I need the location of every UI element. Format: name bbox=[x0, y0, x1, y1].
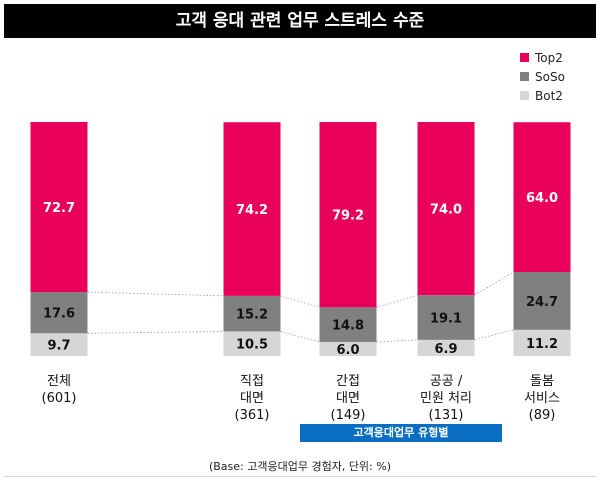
value-label-bot2-1: 10.5 bbox=[236, 338, 268, 353]
value-label-soso-1: 15.2 bbox=[236, 308, 268, 323]
category-label: 대면 bbox=[240, 391, 264, 406]
value-label-soso-4: 24.7 bbox=[526, 295, 558, 310]
category-label: 대면 bbox=[336, 391, 360, 406]
value-label-top2-2: 79.2 bbox=[332, 209, 364, 224]
category-base-label: (89) bbox=[529, 408, 556, 423]
bar-soso-4 bbox=[513, 271, 571, 330]
value-label-bot2-3: 6.9 bbox=[434, 342, 457, 357]
value-label-soso-2: 14.8 bbox=[332, 319, 364, 334]
category-label: 서비스 bbox=[524, 391, 560, 406]
bar-bot2-0 bbox=[30, 333, 88, 356]
category-label: 공공 / bbox=[430, 374, 463, 389]
legend-swatch-bot2 bbox=[520, 91, 529, 100]
connector-line bbox=[474, 271, 514, 296]
category-base-label: (361) bbox=[235, 408, 270, 423]
value-label-soso-0: 17.6 bbox=[43, 307, 75, 322]
bar-top2-4 bbox=[513, 122, 571, 272]
bar-bot2-3 bbox=[417, 339, 475, 356]
category-label: 돌봄 bbox=[530, 374, 554, 389]
group-label: 고객응대업무 유형별 bbox=[300, 424, 502, 442]
connector-line bbox=[376, 294, 418, 308]
bar-soso-1 bbox=[223, 295, 281, 332]
connector-line bbox=[280, 295, 320, 308]
bar-top2-0 bbox=[30, 122, 88, 293]
category-base-label: (601) bbox=[42, 391, 77, 406]
footnote: (Base: 고객응대업무 경험자, 단위: %) bbox=[208, 460, 392, 473]
value-label-top2-4: 64.0 bbox=[526, 191, 558, 206]
category-base-label: (131) bbox=[429, 408, 464, 423]
category-label: 간접 bbox=[336, 374, 360, 389]
connector-line bbox=[87, 331, 224, 334]
bar-bot2-4 bbox=[513, 329, 571, 356]
legend-swatch-top2 bbox=[520, 53, 529, 62]
legend: Top2 SoSo Bot2 bbox=[520, 48, 565, 105]
category-base-label: (149) bbox=[331, 408, 366, 423]
bar-top2-3 bbox=[417, 122, 475, 296]
bar-top2-2 bbox=[319, 122, 377, 308]
bar-soso-3 bbox=[417, 295, 475, 340]
legend-label-soso: SoSo bbox=[535, 69, 565, 84]
category-label: 전체 bbox=[47, 374, 71, 389]
value-label-top2-3: 74.0 bbox=[430, 203, 462, 218]
value-label-top2-0: 72.7 bbox=[43, 201, 75, 216]
chart-title: 고객 응대 관련 업무 스트레스 수준 bbox=[4, 4, 596, 38]
bar-bot2-2 bbox=[319, 341, 377, 356]
value-label-bot2-2: 6.0 bbox=[336, 343, 359, 358]
bar-soso-2 bbox=[319, 307, 377, 342]
value-label-top2-1: 74.2 bbox=[236, 203, 268, 218]
bar-bot2-1 bbox=[223, 331, 281, 356]
legend-label-bot2: Bot2 bbox=[535, 88, 563, 103]
connector-line bbox=[280, 331, 320, 343]
legend-label-top2: Top2 bbox=[535, 50, 563, 65]
legend-swatch-soso bbox=[520, 72, 529, 81]
value-label-bot2-4: 11.2 bbox=[526, 337, 558, 352]
category-label: 직접 bbox=[240, 374, 264, 389]
connector-line bbox=[474, 329, 514, 341]
connector-line bbox=[87, 291, 224, 297]
category-label: 민원 처리 bbox=[420, 391, 472, 406]
value-label-soso-3: 19.1 bbox=[430, 312, 462, 327]
value-label-bot2-0: 9.7 bbox=[47, 339, 70, 354]
legend-item-bot2: Bot2 bbox=[520, 86, 565, 105]
bottom-divider bbox=[4, 476, 596, 477]
legend-item-soso: SoSo bbox=[520, 67, 565, 86]
connector-line bbox=[376, 339, 418, 343]
bar-soso-0 bbox=[30, 292, 88, 334]
legend-item-top2: Top2 bbox=[520, 48, 565, 67]
bar-top2-1 bbox=[223, 122, 281, 296]
